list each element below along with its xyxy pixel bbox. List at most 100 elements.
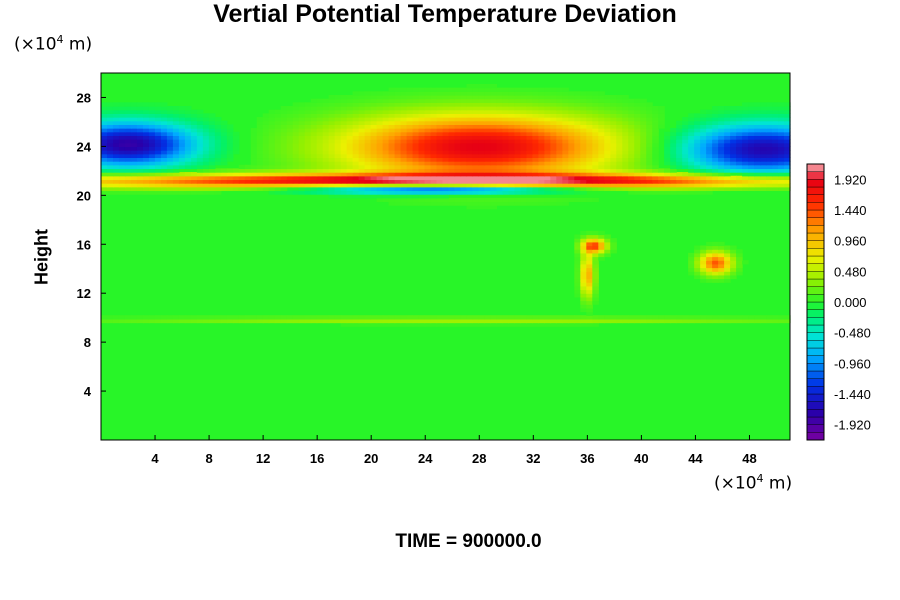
heat-cell	[118, 128, 126, 133]
heat-cell	[388, 197, 396, 203]
heat-cell	[496, 197, 504, 203]
heat-cell	[202, 150, 210, 155]
heat-cell	[688, 256, 695, 261]
heat-cell	[358, 194, 366, 199]
heat-cell	[592, 256, 599, 261]
heat-cell	[412, 91, 420, 96]
heat-cell	[250, 157, 258, 162]
heat-cell	[634, 98, 641, 103]
heat-cell	[496, 91, 504, 96]
heat-cell	[358, 128, 366, 133]
heat-cell	[580, 234, 587, 239]
heat-cell	[226, 142, 234, 147]
heat-cell	[568, 157, 575, 162]
heat-cell	[604, 139, 611, 144]
heat-cell	[568, 183, 575, 188]
heat-cell	[556, 322, 563, 327]
heat-cell	[352, 124, 360, 129]
heat-cell	[622, 139, 629, 144]
heat-cell	[130, 131, 138, 136]
heat-cell	[460, 131, 468, 136]
heat-cell	[760, 183, 767, 188]
heat-cell	[628, 318, 635, 324]
heat-cell	[406, 322, 414, 327]
heat-cell	[580, 260, 587, 265]
heat-cell	[370, 322, 378, 327]
heat-cell	[376, 197, 384, 203]
heat-cell	[340, 172, 348, 177]
heat-cell	[646, 135, 653, 140]
heat-cell	[430, 146, 438, 151]
heat-cell	[214, 142, 222, 147]
heat-cell	[580, 315, 587, 320]
heat-cell	[358, 179, 366, 184]
heat-cell	[136, 106, 144, 111]
heat-cell	[724, 164, 731, 170]
heat-cell	[106, 120, 114, 125]
heat-cell	[538, 168, 545, 173]
heat-cell	[724, 146, 731, 151]
heat-cell	[610, 179, 617, 184]
heat-cell	[346, 161, 354, 166]
heat-cell	[322, 128, 330, 133]
heat-cell	[442, 91, 450, 96]
heat-cell	[316, 120, 324, 125]
heat-cell	[586, 139, 593, 144]
heat-cell	[101, 315, 108, 320]
heat-cell	[466, 87, 474, 92]
heat-cell	[166, 157, 174, 162]
heat-cell	[430, 95, 438, 100]
heat-cell	[652, 117, 659, 122]
heat-cell	[298, 113, 306, 118]
heat-cell	[101, 175, 108, 181]
heat-cell	[610, 175, 617, 181]
heat-cell	[214, 183, 222, 188]
heat-cell	[310, 109, 318, 114]
heat-cell	[136, 153, 144, 159]
heat-cell	[310, 318, 318, 324]
heat-cell	[784, 150, 791, 155]
heat-cell	[682, 117, 689, 122]
heat-cell	[286, 153, 294, 159]
heat-cell	[778, 183, 785, 188]
heat-cell	[208, 139, 216, 144]
heat-cell	[682, 318, 689, 324]
heat-cell	[376, 146, 384, 151]
heat-cell	[718, 164, 725, 170]
heat-cell	[472, 153, 480, 159]
heat-cell	[436, 91, 444, 96]
heat-cell	[454, 318, 462, 324]
heat-cell	[328, 318, 336, 324]
heat-cell	[154, 315, 162, 320]
heat-cell	[724, 172, 731, 177]
heat-cell	[586, 186, 593, 192]
heat-cell	[142, 157, 150, 162]
heat-cell	[101, 172, 108, 177]
heat-cell	[424, 186, 432, 192]
heat-cell	[706, 168, 713, 173]
heat-cell	[712, 131, 719, 136]
heat-cell	[376, 153, 384, 159]
heat-cell	[466, 318, 474, 324]
heat-cell	[718, 128, 725, 133]
heat-cell	[430, 183, 438, 188]
heat-cell	[406, 150, 414, 155]
heat-cell	[274, 161, 282, 166]
heat-cell	[610, 120, 617, 125]
heat-cell	[700, 245, 707, 250]
heat-cell	[652, 318, 659, 324]
heat-cell	[664, 168, 671, 173]
heat-cell	[316, 135, 324, 140]
heat-cell	[580, 106, 587, 111]
heat-cell	[634, 146, 641, 151]
heat-cell	[310, 183, 318, 188]
heat-cell	[448, 190, 456, 195]
heat-cell	[604, 186, 611, 192]
heat-cell	[142, 135, 150, 140]
heat-cell	[328, 95, 336, 100]
heat-cell	[538, 161, 545, 166]
heat-cell	[622, 113, 629, 118]
heat-cell	[526, 179, 533, 184]
heat-cell	[142, 139, 150, 144]
heat-cell	[292, 168, 300, 173]
